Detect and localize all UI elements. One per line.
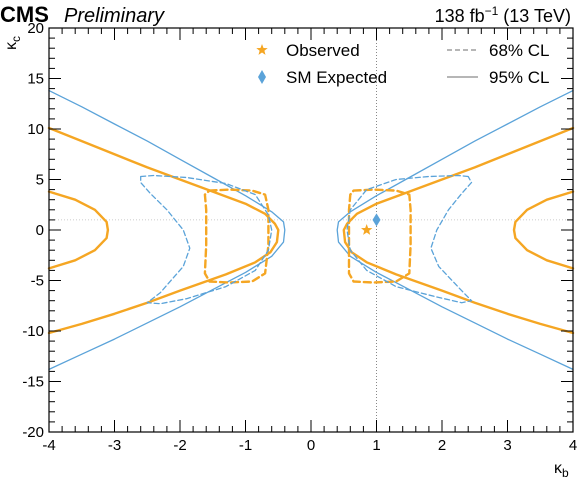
legend-entry-observed: Observed xyxy=(256,41,360,60)
x-axis-title: κb xyxy=(554,460,569,478)
y-tick-label: -10 xyxy=(22,323,44,340)
x-tick-label: 2 xyxy=(438,437,446,454)
observed-68cl-contour-7 xyxy=(347,188,412,284)
legend-entry-68cl: 68% CL xyxy=(447,41,549,60)
observed-star-icon xyxy=(256,44,268,55)
y-axis-subscript: c xyxy=(9,36,23,42)
y-tick-label: 10 xyxy=(27,121,44,138)
observed-68cl-contour-6 xyxy=(203,188,270,284)
lumi-prefix: 138 fb xyxy=(435,6,485,26)
legend-entry-sm-expected: SM Expected xyxy=(258,68,387,87)
expected-95cl-contour-5 xyxy=(336,89,574,371)
x-tick-label: 0 xyxy=(307,437,315,454)
y-axis-symbol: κ xyxy=(3,41,20,50)
y-tick-label: 20 xyxy=(27,20,44,37)
y-tick-label: 15 xyxy=(27,71,44,88)
x-tick-label: -4 xyxy=(42,437,55,454)
y-tick-label: 0 xyxy=(36,222,44,239)
legend-entry-95cl: 95% CL xyxy=(447,68,549,87)
lumi-exponent: −1 xyxy=(485,4,499,18)
x-axis-symbol: κ xyxy=(554,460,563,477)
expected-diamond-icon xyxy=(258,70,266,84)
plot-background xyxy=(49,28,573,432)
cms-label: CMS xyxy=(0,2,49,27)
legend-observed-label: Observed xyxy=(286,41,360,60)
y-tick-label: 5 xyxy=(36,172,44,189)
observed-95cl-contour-2 xyxy=(47,190,110,270)
x-tick-label: 4 xyxy=(569,437,577,454)
lumi-suffix: (13 TeV) xyxy=(498,6,571,26)
x-tick-label: 1 xyxy=(372,437,380,454)
legend-68cl-label: 68% CL xyxy=(489,41,549,60)
legend: Observed SM Expected 68% CL 95% CL xyxy=(256,41,549,87)
reference-lines xyxy=(49,28,573,432)
y-axis-title: κc xyxy=(3,36,23,50)
x-tick-label: 3 xyxy=(503,437,511,454)
expected-68cl-contour-8 xyxy=(140,174,273,305)
x-tick-label: -2 xyxy=(173,437,186,454)
x-tick-label: -3 xyxy=(108,437,121,454)
observed-best-fit-star xyxy=(361,224,373,235)
best-fit-markers xyxy=(361,213,381,235)
sm-expected-diamond xyxy=(372,213,381,227)
x-axis-subscript: b xyxy=(562,466,569,478)
legend-95cl-label: 95% CL xyxy=(489,68,549,87)
observed-95cl-contour-1 xyxy=(342,126,575,335)
observed-95cl-contour-3 xyxy=(512,190,575,270)
legend-sm-expected-label: SM Expected xyxy=(286,68,387,87)
x-tick-label: -1 xyxy=(239,437,252,454)
preliminary-label: Preliminary xyxy=(64,5,165,27)
luminosity-label: 138 fb−1 (13 TeV) xyxy=(435,4,571,26)
contour-lines xyxy=(47,89,575,371)
expected-68cl-contour-9 xyxy=(346,174,473,304)
y-tick-label: -5 xyxy=(31,273,44,290)
expected-95cl-contour-4 xyxy=(48,89,286,371)
y-tick-label: -20 xyxy=(22,424,44,441)
y-tick-label: -15 xyxy=(22,374,44,391)
